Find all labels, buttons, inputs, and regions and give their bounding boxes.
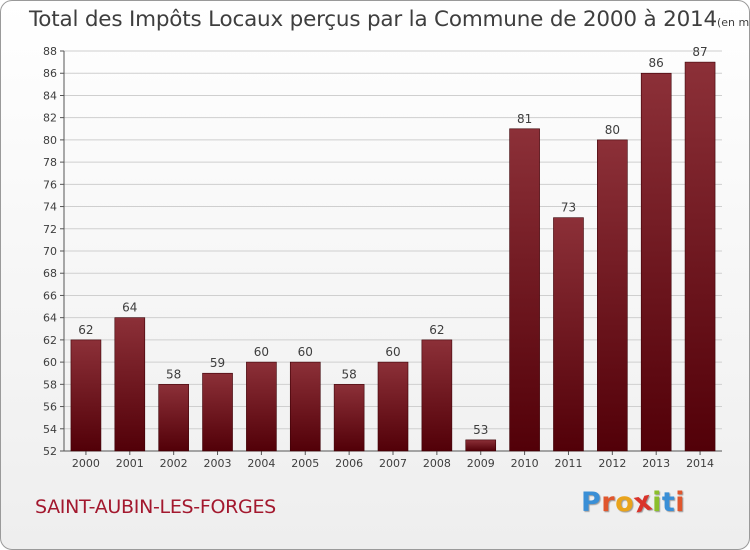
chart-subtitle: (en milliers d'€)	[717, 16, 750, 29]
data-label-2000: 62	[78, 323, 93, 337]
x-tick-label-2000: 2000	[72, 457, 100, 470]
x-tick-label-2009: 2009	[467, 457, 495, 470]
y-tick-label: 56	[43, 401, 57, 414]
bar-2000	[70, 339, 102, 452]
chart-title-text: Total des Impôts Locaux perçus par la Co…	[29, 7, 717, 32]
bar-2010	[509, 128, 540, 452]
bars	[70, 61, 716, 452]
bar-2007	[377, 361, 409, 452]
y-tick-label: 52	[43, 445, 57, 458]
y-tick-label: 84	[43, 89, 57, 102]
y-tick-label: 70	[43, 245, 57, 258]
y-tick-label: 74	[43, 201, 57, 214]
bar-2011	[553, 217, 584, 452]
x-tick-label-2014: 2014	[686, 457, 714, 470]
x-tick-label-2008: 2008	[423, 457, 451, 470]
chart-title: Total des Impôts Locaux perçus par la Co…	[29, 7, 750, 32]
data-label-2002: 58	[166, 367, 181, 381]
bar-2004	[246, 361, 277, 452]
y-tick-label: 80	[43, 134, 57, 147]
data-label-2007: 60	[385, 345, 400, 359]
y-tick-label: 78	[43, 156, 57, 169]
x-tick-label-2004: 2004	[247, 457, 275, 470]
data-label-2006: 58	[341, 367, 356, 381]
y-tick-label: 58	[43, 378, 57, 391]
y-tick-label: 64	[43, 312, 57, 325]
logo-letter: P	[581, 487, 602, 518]
bar-2001	[114, 317, 146, 452]
bar-2009	[465, 439, 497, 452]
proxiti-logo: Proxiti	[581, 485, 686, 519]
y-tick-label: 72	[43, 223, 57, 236]
y-tick-label: 82	[43, 112, 57, 125]
bar-2005	[289, 361, 321, 452]
x-tick-label-2003: 2003	[204, 457, 232, 470]
y-tick-label: 60	[43, 356, 57, 369]
data-label-2012: 80	[605, 123, 620, 137]
data-label-2008: 62	[429, 323, 444, 337]
data-label-2001: 64	[122, 301, 137, 315]
logo-letter: i	[652, 487, 662, 518]
x-tick-label-2012: 2012	[598, 457, 626, 470]
y-tick-label: 76	[43, 178, 57, 191]
x-tick-label-2010: 2010	[511, 457, 539, 470]
y-tick-label: 54	[43, 423, 57, 436]
data-label-2005: 60	[298, 345, 313, 359]
x-tick-label-2005: 2005	[291, 457, 319, 470]
bar-2014	[684, 61, 716, 452]
bar-2013	[640, 72, 672, 452]
logo-letter: i	[675, 487, 686, 518]
x-tick-label-2001: 2001	[116, 457, 144, 470]
data-label-2013: 86	[649, 56, 664, 70]
data-labels: 62 64 58 59 60 60 58 60 62 53 81 73 80 86 87	[78, 45, 707, 437]
y-tick-label: 62	[43, 334, 57, 347]
y-tick-label: 66	[43, 289, 57, 302]
bar-2002	[158, 384, 189, 452]
bar-2003	[202, 372, 233, 452]
x-tick-label-2011: 2011	[554, 457, 582, 470]
logo-letter: t	[661, 487, 676, 518]
x-tick-label-2002: 2002	[160, 457, 188, 470]
y-tick-label: 88	[43, 45, 57, 58]
data-label-2010: 81	[517, 112, 532, 126]
data-label-2014: 87	[692, 45, 707, 59]
y-tick-label: 68	[43, 267, 57, 280]
data-label-2009: 53	[473, 423, 488, 437]
bar-2012	[597, 139, 628, 452]
data-label-2004: 60	[254, 345, 269, 359]
x-tick-label-2013: 2013	[642, 457, 670, 470]
bar-2006	[333, 384, 365, 452]
axes: 52 54 56 58 60 62 64 66 68 70 72 74 76 78 80 82 84 86 88 20…	[43, 45, 722, 470]
logo-letter: r	[601, 487, 616, 518]
logo-letter: o	[615, 487, 635, 518]
data-label-2003: 59	[210, 356, 225, 370]
bar-2008	[421, 339, 453, 452]
x-tick-label-2006: 2006	[335, 457, 363, 470]
commune-name: SAINT-AUBIN-LES-FORGES	[35, 496, 276, 518]
y-tick-label: 86	[43, 67, 57, 80]
data-label-2011: 73	[561, 201, 576, 215]
x-tick-label-2007: 2007	[379, 457, 407, 470]
